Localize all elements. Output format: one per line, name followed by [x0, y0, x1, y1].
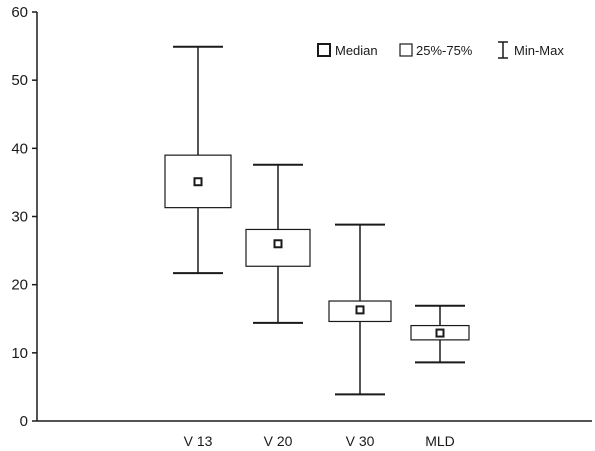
box-2: [245, 163, 311, 324]
x-category-label: MLD: [425, 433, 455, 449]
x-category-label: V 13: [184, 433, 213, 449]
box-3: [328, 223, 392, 396]
chart-axes: [36, 12, 592, 422]
median-marker: [435, 328, 445, 338]
legend-label: Min-Max: [514, 43, 564, 58]
y-tick-label: 30: [11, 209, 28, 226]
box-1: [164, 45, 232, 275]
median-marker: [273, 239, 283, 249]
whisker-icon: [498, 41, 508, 59]
box-series: [164, 45, 470, 396]
box-4: [410, 304, 470, 364]
y-tick-label: 50: [11, 72, 28, 89]
legend-item-2: 25%-75%: [399, 43, 473, 58]
legend-label: 25%-75%: [416, 43, 473, 58]
y-tick-label: 60: [11, 4, 28, 21]
x-axis-labels: V 13 V 20 V 30 MLD: [184, 433, 455, 449]
y-tick-label: 40: [11, 140, 28, 157]
median-square-icon: [317, 43, 331, 57]
chart-legend: Median 25%-75% Min-Max: [317, 41, 564, 59]
y-axis-ticks: 0 10 20 30 40 50 60: [11, 4, 37, 430]
median-marker: [355, 305, 365, 315]
x-category-label: V 30: [346, 433, 375, 449]
median-marker: [193, 177, 203, 187]
y-tick-label: 20: [11, 277, 28, 294]
legend-item-3: Min-Max: [498, 41, 564, 59]
legend-item-1: Median: [317, 43, 378, 58]
x-category-label: V 20: [264, 433, 293, 449]
y-tick-label: 10: [11, 345, 28, 362]
legend-label: Median: [335, 43, 378, 58]
y-tick-label: 0: [20, 413, 28, 430]
box-icon: [399, 43, 413, 57]
